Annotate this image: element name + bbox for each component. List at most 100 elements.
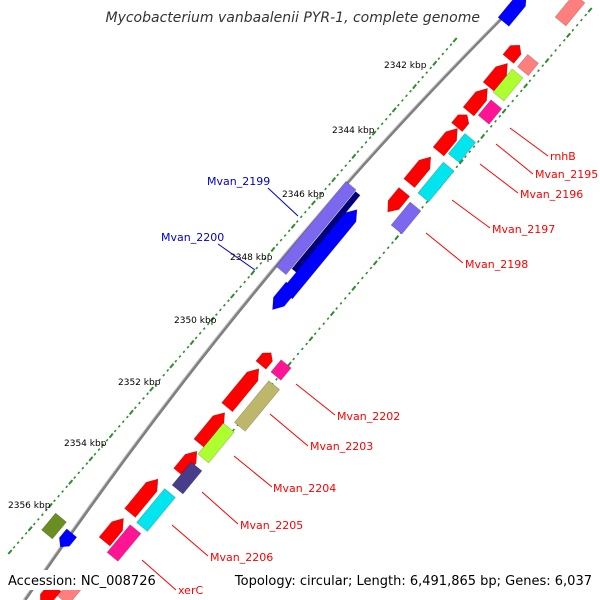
- gene-blue-bottom[interactable]: [58, 528, 78, 548]
- gene-red[interactable]: [482, 62, 508, 92]
- gene-pink[interactable]: [517, 53, 539, 77]
- scale-tick: [214, 313, 218, 317]
- gene-label-mvan-2205[interactable]: Mvan_2205: [240, 519, 303, 532]
- gc-tick: [458, 159, 464, 165]
- gene-mvan-2205[interactable]: [136, 488, 176, 532]
- gene-label-mvan-2198[interactable]: Mvan_2198: [465, 258, 528, 271]
- gene-mvan-2198[interactable]: [390, 201, 422, 235]
- scale-tick: [7, 549, 13, 555]
- scale-tick: [396, 103, 400, 107]
- scale-tick: [368, 136, 372, 140]
- scale-tick: [24, 531, 28, 535]
- gene-pink-top[interactable]: [554, 0, 586, 27]
- gene-red[interactable]: [403, 156, 432, 189]
- gene-mvan-2197[interactable]: [417, 161, 455, 203]
- gc-tick: [485, 129, 489, 133]
- summary-text: Topology: circular; Length: 6,491,865 bp…: [234, 574, 592, 589]
- gene-blue-top[interactable]: [497, 0, 527, 27]
- gene-lime[interactable]: [492, 68, 524, 102]
- gc-tick: [382, 251, 386, 255]
- gc-tick: [541, 64, 545, 68]
- scale-label-2356: 2356 kbp: [8, 501, 51, 511]
- gene-rnhb[interactable]: [462, 87, 488, 117]
- gc-tick: [275, 377, 278, 381]
- gene-label-mvan-2197[interactable]: Mvan_2197: [492, 223, 555, 236]
- scale-tick: [412, 83, 417, 90]
- scale-tick: [93, 452, 97, 456]
- scale-tick: [85, 462, 89, 465]
- scale-tick: [303, 210, 307, 214]
- gc-tick: [476, 140, 480, 143]
- gene-olive[interactable]: [41, 512, 67, 540]
- scale-tick: [384, 117, 388, 121]
- scale-tick: [57, 494, 60, 498]
- scale-tick: [88, 456, 94, 462]
- leader-mvan-2195: [495, 143, 534, 175]
- scale-tick: [283, 234, 287, 237]
- gene-red[interactable]: [387, 187, 411, 213]
- gc-tick: [519, 89, 523, 93]
- gene-label-rnhb[interactable]: rnhB: [550, 150, 576, 163]
- scale-tick: [149, 386, 155, 392]
- gene-magenta[interactable]: [106, 524, 142, 562]
- gene-red[interactable]: [255, 352, 273, 370]
- scale-tick: [247, 275, 251, 279]
- gene-mvan-2195[interactable]: [477, 99, 503, 125]
- gene-cyan[interactable]: [447, 133, 477, 163]
- gc-tick: [286, 361, 292, 367]
- gene-label-mvan-2200[interactable]: Mvan_2200: [161, 231, 224, 244]
- gene-blue[interactable]: [272, 281, 298, 311]
- scale-tick: [117, 424, 121, 428]
- scale-tick: [452, 37, 458, 43]
- scale-tick: [138, 401, 141, 405]
- gc-tick: [558, 43, 562, 47]
- gene-label-mvan-2195[interactable]: Mvan_2195: [535, 168, 598, 181]
- gene-red[interactable]: [221, 368, 260, 413]
- gene-label-mvan-2204[interactable]: Mvan_2204: [273, 482, 336, 495]
- gc-tick: [296, 352, 300, 356]
- leader-mvan-2200: [217, 243, 256, 271]
- scale-tick: [65, 485, 69, 489]
- gc-tick: [571, 28, 575, 32]
- scale-tick: [113, 429, 117, 433]
- gc-tick: [501, 108, 507, 114]
- leader-mvan-2204: [233, 455, 273, 488]
- scale-tick: [421, 75, 425, 79]
- gene-mvan-2206[interactable]: [98, 517, 124, 547]
- scale-tick: [429, 66, 433, 70]
- gene-label-mvan-2199[interactable]: Mvan_2199: [207, 175, 270, 188]
- gene-mvan-2199[interactable]: [275, 180, 357, 276]
- gc-tick: [369, 266, 373, 270]
- scale-tick: [324, 187, 327, 191]
- gene-mvan-2203[interactable]: [233, 380, 281, 432]
- gene-indigo[interactable]: [171, 461, 203, 495]
- gene-label-mvan-2196[interactable]: Mvan_2196: [520, 188, 583, 201]
- gene-label-mvan-2206[interactable]: Mvan_2206: [210, 551, 273, 564]
- gene-label-xerc[interactable]: xerC: [178, 584, 203, 597]
- gene-mvan-2204[interactable]: [197, 422, 235, 464]
- scale-tick: [441, 52, 445, 56]
- gene-mvan-2202[interactable]: [270, 359, 292, 381]
- scale-tick: [351, 153, 357, 160]
- gc-tick: [313, 332, 317, 336]
- gene-red[interactable]: [124, 478, 159, 518]
- gene-mvan-2199-core[interactable]: [291, 191, 361, 273]
- gene-red[interactable]: [502, 44, 522, 64]
- gene-mvan-2196[interactable]: [432, 127, 458, 157]
- scale-tick: [121, 420, 125, 424]
- gene-label-mvan-2202[interactable]: Mvan_2202: [337, 410, 400, 423]
- gc-tick: [575, 23, 579, 27]
- scale-tick: [328, 182, 331, 186]
- scale-tick: [316, 196, 319, 200]
- gc-tick: [472, 145, 476, 149]
- gc-tick: [329, 310, 335, 317]
- gene-red[interactable]: [451, 114, 470, 133]
- gene-label-mvan-2203[interactable]: Mvan_2203: [310, 440, 373, 453]
- leader-mvan-2202: [295, 383, 336, 416]
- scale-tick: [255, 266, 259, 270]
- scale-tick: [388, 113, 392, 116]
- scale-tick: [310, 200, 316, 206]
- scale-tick: [182, 350, 186, 354]
- scale-tick: [432, 60, 438, 66]
- gc-tick: [549, 54, 553, 57]
